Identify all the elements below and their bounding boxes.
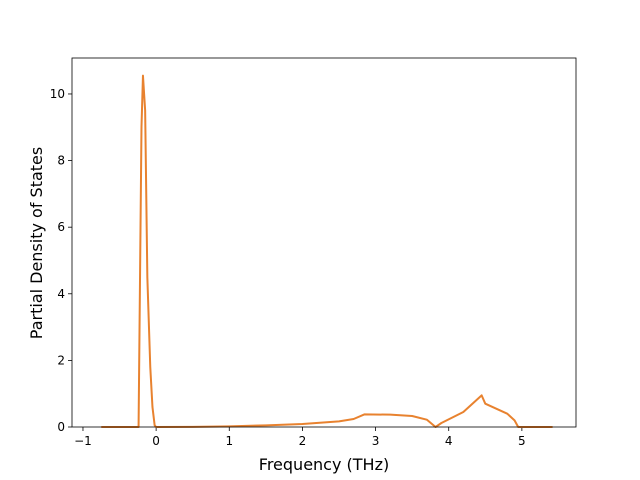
y-tick-label: 0: [57, 420, 65, 434]
x-tick-label: −1: [74, 434, 92, 448]
data-line: [101, 74, 553, 428]
y-tick-label: 4: [57, 287, 65, 301]
plot-frame: [71, 57, 577, 428]
y-tick-label: 2: [57, 353, 65, 367]
x-tick-label: 3: [372, 434, 380, 448]
x-tick-label: 0: [152, 434, 160, 448]
y-axis-label: Partial Density of States: [27, 147, 46, 339]
x-tick-label: 5: [518, 434, 526, 448]
x-axis-label: Frequency (THz): [259, 455, 389, 474]
y-tick-label: 6: [57, 220, 65, 234]
y-tick-label: 8: [57, 154, 65, 168]
x-tick-label: 4: [445, 434, 453, 448]
x-tick-label: 2: [299, 434, 307, 448]
x-tick-label: 1: [225, 434, 233, 448]
y-tick-label: 10: [50, 87, 65, 101]
